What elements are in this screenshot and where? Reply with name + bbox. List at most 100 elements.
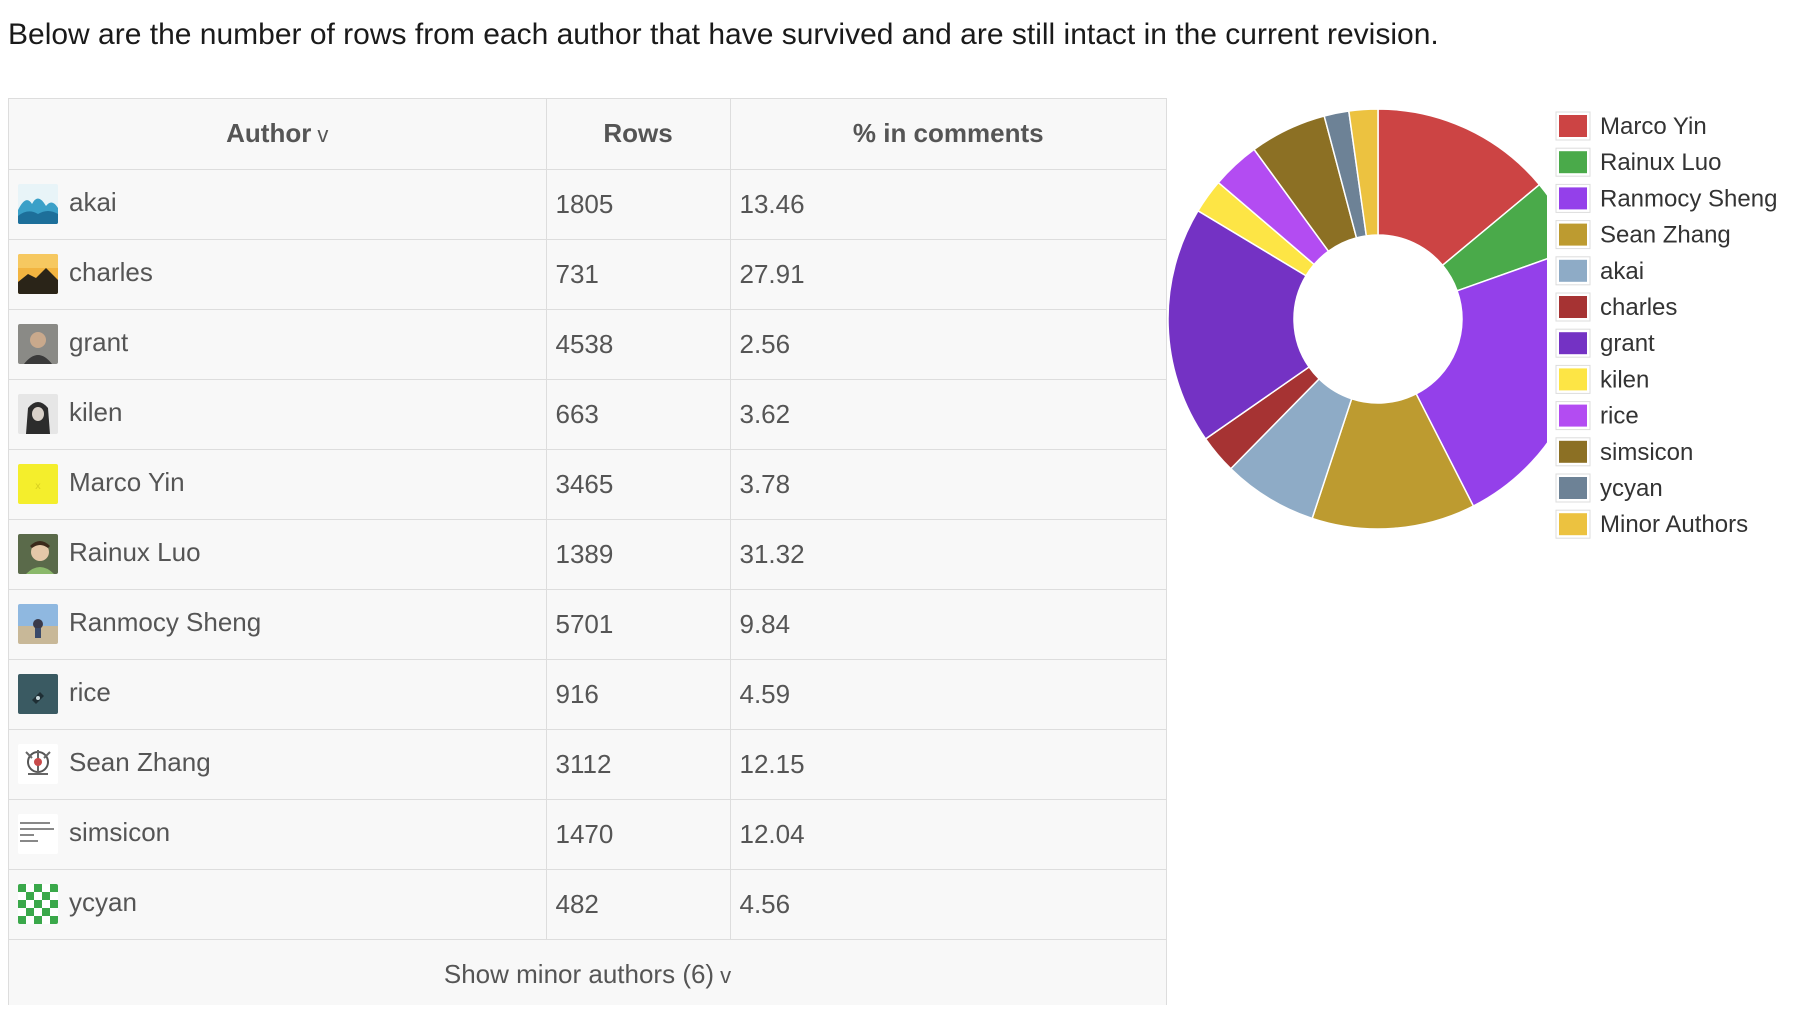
donut-slice-sean-zhang[interactable] [1311,392,1475,530]
show-minor-authors-label: Show minor authors (6) [443,958,715,989]
rows-value: 916 [546,658,731,729]
rows-value: 482 [546,868,731,939]
rows-value: 1389 [546,518,731,589]
table-row: grant 4538 2.56 [9,308,1166,379]
emblem-icon [18,744,58,784]
comments-column-header[interactable]: % in comments [730,99,1166,170]
legend-label: ycyan [1600,475,1663,502]
legend-swatch [1557,113,1589,139]
dark-teal-icon [18,674,58,714]
text-note-icon [18,814,58,854]
legend-swatch [1557,475,1589,501]
legend-item[interactable]: charles [1555,292,1677,322]
author-name[interactable]: simsicon [69,816,171,847]
author-name[interactable]: akai [69,186,117,217]
table-row: Sean Zhang 3112 12.15 [9,728,1166,799]
legend-swatch [1557,402,1589,429]
rows-value: 663 [546,378,731,449]
svg-text:x: x [35,481,41,492]
legend-item[interactable]: grant [1555,328,1655,358]
author-name[interactable]: Rainux Luo [69,536,201,567]
donut-slice-minor-authors[interactable] [1347,108,1379,237]
beach-photo-icon [18,604,58,644]
legend-swatch [1557,366,1589,393]
legend-item[interactable]: simsicon [1555,437,1693,467]
legend-label: Rainux Luo [1600,149,1721,176]
portrait-photo-icon [18,534,58,574]
table-row: Ranmocy Sheng 5701 9.84 [9,588,1166,659]
legend-label: Ranmocy Sheng [1600,185,1777,212]
comments-pct-value: 27.91 [730,238,1166,309]
legend-item[interactable]: Ranmocy Sheng [1555,183,1777,213]
legend-label: Marco Yin [1600,113,1707,140]
author-name[interactable]: ycyan [69,886,137,917]
author-name[interactable]: rice [69,676,111,707]
waves-icon [18,184,58,224]
legend-item[interactable]: Rainux Luo [1555,147,1721,177]
donut-slice-marco-yin[interactable] [1377,108,1541,267]
legend-swatch-border [1555,364,1591,394]
rows-value: 3112 [546,728,731,799]
comments-pct-value: 3.78 [730,448,1166,519]
author-name[interactable]: Sean Zhang [69,746,211,777]
table-row: Rainux Luo 1389 31.32 [9,518,1166,589]
legend-swatch [1557,185,1589,212]
legend-label: grant [1600,330,1655,357]
author-name[interactable]: Marco Yin [69,466,185,497]
legend-swatch-border [1555,401,1591,431]
legend-item[interactable]: akai [1555,256,1644,286]
legend-item[interactable]: Sean Zhang [1555,220,1731,250]
legend-swatch-border [1555,256,1591,286]
legend-label: kilen [1600,366,1649,393]
show-minor-authors-row[interactable]: Show minor authors (6) v [9,938,1166,1009]
legend-item[interactable]: Minor Authors [1555,509,1748,539]
legend-label: Minor Authors [1600,511,1748,538]
table-row: simsicon 1470 12.04 [9,798,1166,869]
legend-item[interactable]: ycyan [1555,473,1663,503]
legend-item[interactable]: rice [1555,401,1639,431]
legend-swatch-border [1555,437,1591,467]
author-column-header[interactable]: Author v [9,99,547,170]
table-row: ycyan 482 4.56 [9,868,1166,939]
comments-pct-value: 4.56 [730,868,1166,939]
comments-pct-value: 9.84 [730,588,1166,659]
author-name[interactable]: kilen [69,396,123,427]
author-rows-table: Author v Rows % in comments akai 1805 13.… [8,98,1167,1009]
sunset-landscape-icon [18,254,58,294]
comments-pct-value: 31.32 [730,518,1166,589]
author-name[interactable]: grant [69,326,129,357]
table-header-row: Author v Rows % in comments [9,99,1166,170]
show-minor-authors-button[interactable]: Show minor authors (6) v [9,938,1166,1009]
legend-swatch-border [1555,292,1591,322]
comments-pct-value: 12.04 [730,798,1166,869]
rows-column-header[interactable]: Rows [546,99,731,170]
legend-swatch [1557,221,1589,248]
legend-item[interactable]: Marco Yin [1555,111,1707,141]
rows-value: 3465 [546,448,731,519]
comments-pct-value: 2.56 [730,308,1166,379]
legend-label: Sean Zhang [1600,222,1731,249]
rows-value: 1805 [546,168,731,239]
legend-label: charles [1600,294,1677,321]
comments-pct-value: 4.59 [730,658,1166,729]
donut-slice-grant[interactable] [1167,209,1311,440]
legend-swatch [1557,438,1589,465]
legend-swatch-border [1555,328,1591,358]
author-name[interactable]: charles [69,256,153,287]
authors-donut-chart: Marco Yin Rainux Luo Ranmocy Sheng Sean Zha… [1167,95,1800,555]
legend-label: rice [1600,403,1639,430]
hooded-figure-icon [18,394,58,434]
comments-pct-value: 13.46 [730,168,1166,239]
rows-value: 5701 [546,588,731,659]
sort-caret-icon[interactable]: v [317,122,329,148]
legend-swatch-border [1555,111,1591,141]
chevron-down-icon: v [720,962,732,988]
table-row: x Marco Yin 3465 3.78 [9,448,1166,519]
legend-swatch [1557,149,1589,176]
author-name[interactable]: Ranmocy Sheng [69,606,262,637]
rows-value: 731 [546,238,731,309]
yellow-square-icon: x [18,464,58,504]
legend-item[interactable]: kilen [1555,364,1649,394]
table-row: kilen 663 3.62 [9,378,1166,449]
person-photo-icon [18,324,58,364]
